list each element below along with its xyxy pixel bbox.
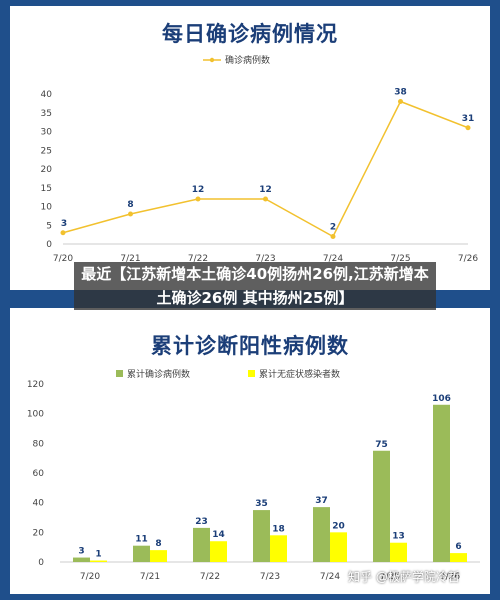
- data-label: 8: [127, 200, 133, 210]
- legend-swatch-1: [248, 370, 255, 377]
- data-label: 37: [315, 496, 328, 506]
- bar-asymptomatic: [390, 542, 407, 562]
- data-label: 6: [455, 542, 461, 552]
- y-tick-label: 100: [27, 410, 44, 420]
- data-label: 8: [155, 539, 161, 549]
- bar-cumulative: [133, 545, 150, 562]
- legend-label-1: 累计无症状感染者数: [259, 368, 340, 380]
- y-tick-label: 0: [38, 558, 44, 568]
- x-tick-label: 7/20: [80, 572, 100, 582]
- x-tick-label: 7/24: [323, 254, 343, 264]
- bar-chart-title: 累计诊断阳性病例数: [151, 334, 349, 358]
- data-point: [330, 234, 336, 239]
- data-label: 18: [272, 524, 285, 534]
- bar-asymptomatic: [90, 560, 107, 562]
- bar-asymptomatic: [210, 541, 227, 562]
- y-tick-label: 20: [33, 528, 45, 538]
- bar-asymptomatic: [330, 532, 347, 562]
- data-label: 38: [394, 88, 407, 98]
- data-point: [128, 211, 133, 217]
- data-label: 13: [392, 532, 405, 542]
- x-tick-label: 7/22: [200, 572, 220, 582]
- data-label: 12: [259, 185, 272, 195]
- x-tick-label: 7/25: [380, 572, 400, 582]
- x-tick-label: 7/21: [120, 254, 140, 264]
- y-tick-label: 5: [46, 221, 52, 231]
- line-chart-title: 每日确诊病例情况: [162, 22, 338, 46]
- legend-label-0: 累计确诊病例数: [127, 368, 190, 380]
- y-tick-label: 80: [33, 439, 45, 449]
- x-tick-label: 7/21: [140, 572, 160, 582]
- bar-asymptomatic: [270, 535, 287, 562]
- data-label: 106: [432, 394, 451, 404]
- legend-swatch-0: [116, 370, 123, 377]
- data-label: 31: [462, 114, 475, 124]
- x-tick-label: 7/26: [458, 254, 478, 264]
- cumulative-cases-panel: 累计诊断阳性病例数 累计确诊病例数 累计无症状感染者数 0 20 40 60 80 100 12…: [10, 308, 490, 594]
- y-tick-label: 10: [41, 203, 53, 213]
- daily-cases-line-chart: 确诊病例数 0 5 10 15 20 25 30 35 40 7/20 7/21 7/22 7/23 7/2…: [41, 54, 479, 264]
- bar-cumulative: [373, 450, 390, 562]
- bar-cumulative: [253, 510, 270, 562]
- y-tick-label: 35: [41, 109, 52, 119]
- x-tick-label: 7/20: [53, 254, 73, 264]
- data-point: [263, 196, 268, 202]
- data-label: 2: [330, 223, 336, 233]
- cumulative-cases-bar-chart: 累计确诊病例数 累计无症状感染者数 0 20 40 60 80 100 120 7/20 3 1 7/2…: [27, 368, 480, 582]
- x-tick-label: 7/23: [255, 254, 275, 264]
- data-label: 12: [192, 185, 205, 195]
- data-label: 14: [212, 530, 225, 540]
- data-label: 11: [135, 535, 148, 545]
- data-point: [465, 125, 471, 131]
- data-label: 23: [195, 517, 208, 527]
- x-tick-label: 7/24: [320, 572, 340, 582]
- bar-cumulative: [73, 557, 90, 562]
- x-tick-label: 7/25: [390, 254, 410, 264]
- data-label: 35: [255, 499, 268, 509]
- bar-cumulative: [313, 507, 330, 562]
- y-tick-label: 60: [33, 469, 45, 479]
- data-label: 1: [95, 550, 101, 560]
- bar-cumulative: [433, 404, 450, 562]
- bar-cumulative: [193, 527, 210, 562]
- data-label: 3: [78, 547, 84, 557]
- data-label: 3: [61, 219, 67, 229]
- series-line-confirmed: [62, 100, 469, 238]
- y-tick-label: 25: [41, 146, 52, 156]
- y-tick-label: 120: [27, 380, 44, 390]
- bar-asymptomatic: [150, 550, 167, 562]
- x-tick-label: 7/26: [440, 572, 460, 582]
- x-tick-label: 7/22: [188, 254, 208, 264]
- y-tick-label: 20: [41, 165, 53, 175]
- data-point: [60, 230, 66, 236]
- y-tick-label: 40: [41, 90, 53, 100]
- data-label: 20: [332, 521, 345, 531]
- x-tick-label: 7/23: [260, 572, 280, 582]
- y-tick-label: 0: [46, 240, 52, 250]
- legend-line-marker: [209, 57, 215, 63]
- data-label: 75: [375, 440, 388, 450]
- legend-label: 确诊病例数: [225, 54, 270, 66]
- y-tick-label: 15: [41, 184, 52, 194]
- data-point: [398, 99, 403, 104]
- data-point: [195, 196, 201, 202]
- y-tick-label: 30: [41, 128, 53, 138]
- watermark-text: 知乎 @极萨学院冷哲: [348, 570, 460, 584]
- bar-asymptomatic: [450, 553, 467, 562]
- daily-cases-panel: 每日确诊病例情况 确诊病例数 0 5 10 15 20 25 30 35 40 7/20 7/21 7/…: [10, 6, 490, 290]
- y-tick-label: 40: [33, 499, 45, 509]
- news-headline-overlay[interactable]: 最近【江苏新增本土确诊40例扬州26例,江苏新增本土确诊26例 其中扬州25例】: [74, 262, 436, 310]
